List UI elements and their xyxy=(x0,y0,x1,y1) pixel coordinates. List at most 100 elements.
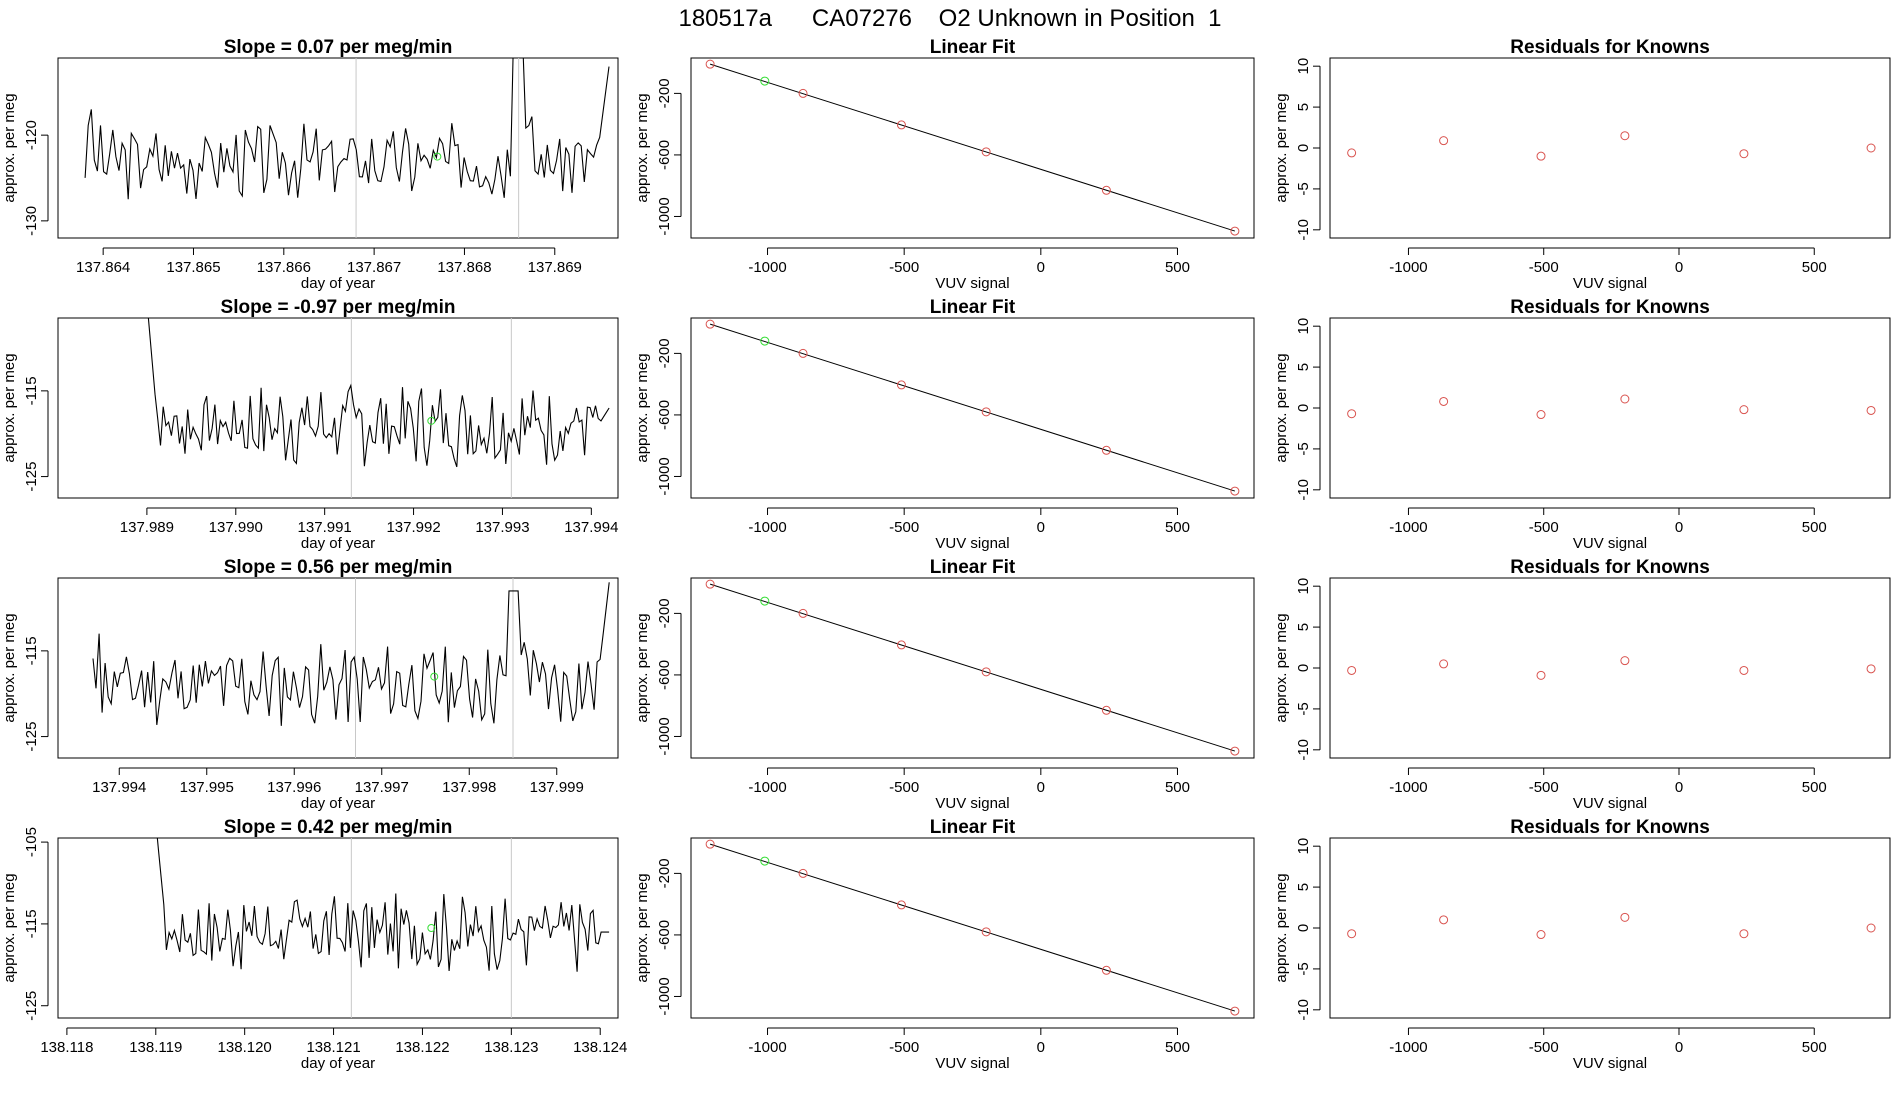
y-tick-label: -600 xyxy=(656,400,673,430)
plot-frame xyxy=(57,317,619,499)
known-point xyxy=(896,640,906,650)
y-tick-label: 5 xyxy=(1295,623,1312,631)
data-series-line xyxy=(156,838,610,972)
known-point xyxy=(1439,659,1449,669)
known-point xyxy=(705,59,715,69)
plot-area xyxy=(1347,912,1876,940)
fit-line xyxy=(709,843,1236,1012)
data-series-line xyxy=(84,58,610,200)
x-tick-label: 137.995 xyxy=(180,779,234,796)
plot-frame xyxy=(1329,837,1891,1019)
figure-title: 180517a CA07276 O2 Unknown in Position 1 xyxy=(678,5,1221,32)
plot-area xyxy=(147,318,610,498)
data-series-line xyxy=(92,582,610,726)
x-tick-label: 137.864 xyxy=(76,259,130,276)
known-point xyxy=(1101,185,1111,195)
x-tick-label: -500 xyxy=(1529,259,1559,276)
x-tick-label: 137.990 xyxy=(209,519,263,536)
x-axis-label: day of year xyxy=(301,535,375,552)
unknown-point xyxy=(430,672,439,681)
chart-title: Residuals for Knowns xyxy=(1510,297,1710,318)
x-tick-label: 137.999 xyxy=(530,779,584,796)
y-tick-label: -105 xyxy=(23,827,40,857)
x-axis-label: VUV signal xyxy=(1573,535,1647,552)
x-tick-label: 0 xyxy=(1037,1039,1045,1056)
plot-area xyxy=(1347,656,1876,680)
y-axis-label: approx. per meg xyxy=(634,353,651,462)
chart-title: Residuals for Knowns xyxy=(1510,37,1710,58)
known-point xyxy=(981,667,991,677)
known-point xyxy=(1620,131,1630,141)
y-axis-label: approx. per meg xyxy=(634,613,651,722)
y-tick-label: -125 xyxy=(23,722,40,752)
y-tick-label: -10 xyxy=(1295,479,1312,501)
x-tick-label: -500 xyxy=(889,779,919,796)
x-tick-label: 138.121 xyxy=(306,1039,360,1056)
x-tick-label: 0 xyxy=(1037,519,1045,536)
y-tick-label: -1000 xyxy=(656,457,673,495)
known-point xyxy=(896,120,906,130)
chart-title: Linear Fit xyxy=(930,557,1016,578)
fit-line xyxy=(709,63,1236,232)
chart-panel: Slope = 0.07 per meg/min 137.864 137.865 13… xyxy=(1,37,619,292)
x-tick-label: -1000 xyxy=(1389,1039,1427,1056)
y-axis-label: approx. per meg xyxy=(634,93,651,202)
x-tick-label: -1000 xyxy=(748,519,786,536)
chart-title: Linear Fit xyxy=(930,297,1016,318)
known-point xyxy=(1739,665,1749,675)
plot-area xyxy=(705,319,1240,496)
x-tick-label: 500 xyxy=(1165,259,1190,276)
x-tick-label: 0 xyxy=(1675,1039,1683,1056)
data-series-line xyxy=(147,318,610,468)
y-tick-label: -5 xyxy=(1295,182,1312,195)
known-point xyxy=(981,407,991,417)
y-tick-label: -5 xyxy=(1295,702,1312,715)
chart-panel: Residuals for Knowns -1000 -500 0 500 VUV sig… xyxy=(1273,297,1891,552)
x-tick-label: 137.989 xyxy=(120,519,174,536)
plot-area xyxy=(1347,131,1876,161)
unknown-point xyxy=(427,416,436,425)
known-point xyxy=(798,88,808,98)
x-tick-label: -1000 xyxy=(1389,519,1427,536)
x-axis-label: day of year xyxy=(301,275,375,292)
known-point xyxy=(1230,746,1240,756)
y-tick-label: 0 xyxy=(1295,144,1312,152)
chart-panel: Residuals for Knowns -1000 -500 0 500 VUV sig… xyxy=(1273,817,1891,1072)
x-tick-label: 137.994 xyxy=(564,519,618,536)
unknown-point xyxy=(760,596,770,606)
x-tick-label: 0 xyxy=(1675,259,1683,276)
y-axis-label: approx. per meg xyxy=(1,613,18,722)
known-point xyxy=(705,319,715,329)
y-axis-label: approx. per meg xyxy=(1273,873,1290,982)
chart-title: Slope = 0.42 per meg/min xyxy=(224,817,453,838)
known-point xyxy=(1439,136,1449,146)
y-axis-label: approx. per meg xyxy=(1273,93,1290,202)
y-tick-label: -200 xyxy=(656,598,673,628)
x-tick-label: -500 xyxy=(1529,1039,1559,1056)
x-tick-label: 137.996 xyxy=(267,779,321,796)
known-point xyxy=(896,380,906,390)
y-axis-label: approx. per meg xyxy=(634,873,651,982)
y-tick-label: -115 xyxy=(23,636,40,665)
y-axis-label: approx. per meg xyxy=(1,93,18,202)
plot-frame xyxy=(1329,317,1891,499)
x-tick-label: 0 xyxy=(1675,519,1683,536)
y-tick-label: -10 xyxy=(1295,739,1312,761)
chart-title: Slope = -0.97 per meg/min xyxy=(221,297,456,318)
y-tick-label: 10 xyxy=(1295,58,1312,75)
y-axis-label: approx. per meg xyxy=(1273,353,1290,462)
x-tick-label: 138.124 xyxy=(573,1039,627,1056)
plot-frame xyxy=(57,577,619,759)
plot-frame xyxy=(57,837,619,1019)
y-tick-label: -200 xyxy=(656,858,673,888)
plot-frame xyxy=(690,317,1255,499)
y-tick-label: 0 xyxy=(1295,924,1312,932)
chart-title: Linear Fit xyxy=(930,37,1016,58)
x-tick-label: 137.992 xyxy=(386,519,440,536)
known-point xyxy=(1866,923,1876,933)
y-tick-label: -10 xyxy=(1295,219,1312,241)
plot-area xyxy=(705,839,1240,1016)
x-tick-label: 137.868 xyxy=(437,259,491,276)
y-tick-label: -1000 xyxy=(656,977,673,1015)
x-tick-label: 0 xyxy=(1675,779,1683,796)
